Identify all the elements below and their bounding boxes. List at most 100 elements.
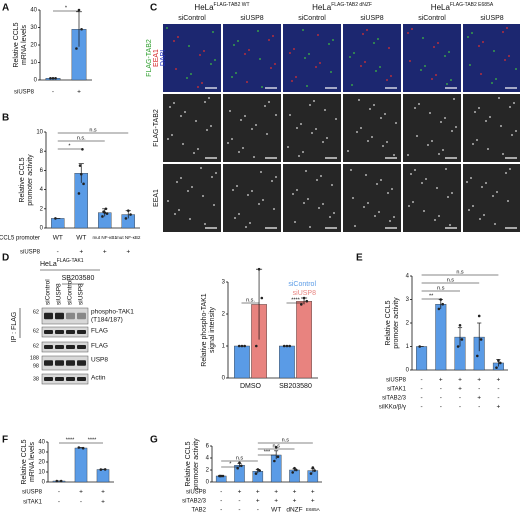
- band-label: Actin: [91, 375, 106, 382]
- y-tick-label: 1: [406, 344, 410, 350]
- band-label: FLAG: [91, 328, 108, 335]
- speckle: [418, 103, 420, 105]
- y-tick-label: 4: [206, 456, 210, 462]
- speckle: [483, 214, 485, 216]
- row-cell: -: [421, 395, 423, 402]
- speckle: [171, 134, 173, 136]
- speckle: [305, 170, 307, 172]
- data-point: [79, 172, 83, 176]
- speckle: [296, 189, 298, 191]
- y-tick-label: 30: [30, 25, 37, 31]
- row-cell: +: [256, 498, 260, 505]
- cell-line-sup: FLAG-TAB2 E685A: [450, 2, 494, 8]
- speckle: [366, 29, 368, 31]
- bar: [435, 304, 447, 371]
- row-cell: -: [421, 377, 423, 384]
- data-point: [291, 471, 294, 474]
- speckle: [330, 71, 332, 73]
- row-cell: dNZF: [286, 507, 302, 514]
- speckle: [173, 102, 175, 104]
- speckle: [248, 49, 250, 51]
- speckle: [513, 102, 515, 104]
- micrograph: [403, 24, 461, 92]
- sig-label: n.s: [272, 443, 280, 449]
- band: [44, 377, 53, 381]
- speckle: [382, 145, 384, 147]
- speckle: [332, 39, 334, 41]
- band: [55, 312, 64, 320]
- speckle: [315, 66, 317, 68]
- y-tick-label: 30: [38, 450, 45, 456]
- speckle: [316, 179, 318, 181]
- data-point: [240, 464, 243, 468]
- speckle: [515, 68, 517, 70]
- data-point: [475, 354, 479, 358]
- speckle: [378, 211, 380, 213]
- row-cell: -: [440, 404, 442, 411]
- row-cell: -: [459, 404, 461, 411]
- speckle: [390, 75, 392, 77]
- micrograph: [223, 24, 281, 92]
- row-cell: +: [293, 489, 297, 496]
- bar: [234, 345, 250, 379]
- speckle: [186, 77, 188, 79]
- data-point: [78, 164, 82, 167]
- speckle: [440, 121, 442, 123]
- micrograph: [163, 24, 221, 92]
- speckle: [502, 31, 504, 33]
- row-cell: WT: [53, 235, 63, 242]
- data-point: [59, 479, 63, 483]
- row-label: siUSP8: [186, 490, 207, 496]
- cell-line-name: HeLa: [431, 3, 451, 12]
- speckle: [300, 123, 302, 125]
- speckle: [472, 143, 474, 145]
- speckle: [491, 82, 493, 84]
- data-point: [418, 345, 421, 348]
- cell-line-header: HeLaFLAG-TAB2 dNZF: [312, 2, 372, 12]
- cell-line-sup: FLAG-TAB2 dNZF: [331, 2, 372, 8]
- data-point: [293, 466, 296, 470]
- speckle: [255, 124, 257, 126]
- mw-marker: 38: [33, 376, 39, 382]
- speckle: [275, 176, 277, 178]
- sig-label: ****: [66, 437, 75, 443]
- speckle: [436, 187, 438, 189]
- speckle: [447, 196, 449, 198]
- speckle: [317, 34, 319, 36]
- speckle: [479, 218, 481, 220]
- speckle: [353, 52, 355, 54]
- row-cell: -: [497, 395, 499, 402]
- speckle: [232, 189, 234, 191]
- row-label: siIKKα/β/γ: [379, 405, 406, 411]
- row-cell: +: [256, 489, 260, 496]
- y-axis-label: Relative phospho-TAK1: [201, 293, 208, 367]
- panel-label: G: [150, 435, 158, 446]
- row-cell: +: [477, 395, 481, 402]
- speckle: [379, 66, 381, 68]
- band: [66, 345, 75, 349]
- row-cell: -: [220, 498, 222, 505]
- speckle: [410, 173, 412, 175]
- speckle: [433, 46, 435, 48]
- data-point: [282, 344, 286, 348]
- row-cell: -: [220, 507, 222, 514]
- bar: [74, 447, 88, 483]
- blot-frame: [41, 341, 89, 353]
- micrograph: [163, 164, 221, 232]
- speckle: [304, 57, 306, 59]
- y-tick-label: 4: [406, 274, 410, 280]
- y-tick-label: 2: [206, 468, 210, 474]
- speckle: [307, 198, 309, 200]
- speckle: [260, 171, 262, 173]
- data-point: [243, 344, 247, 348]
- data-point: [236, 466, 239, 470]
- y-tick-label: 40: [30, 8, 37, 14]
- micrograph: [223, 164, 281, 232]
- data-point: [218, 474, 222, 478]
- speckle: [191, 186, 193, 188]
- speckle: [442, 149, 444, 151]
- row-cell: +: [77, 89, 81, 96]
- mw-marker: 98: [33, 363, 39, 369]
- data-point: [254, 344, 258, 348]
- micrograph: [463, 94, 520, 162]
